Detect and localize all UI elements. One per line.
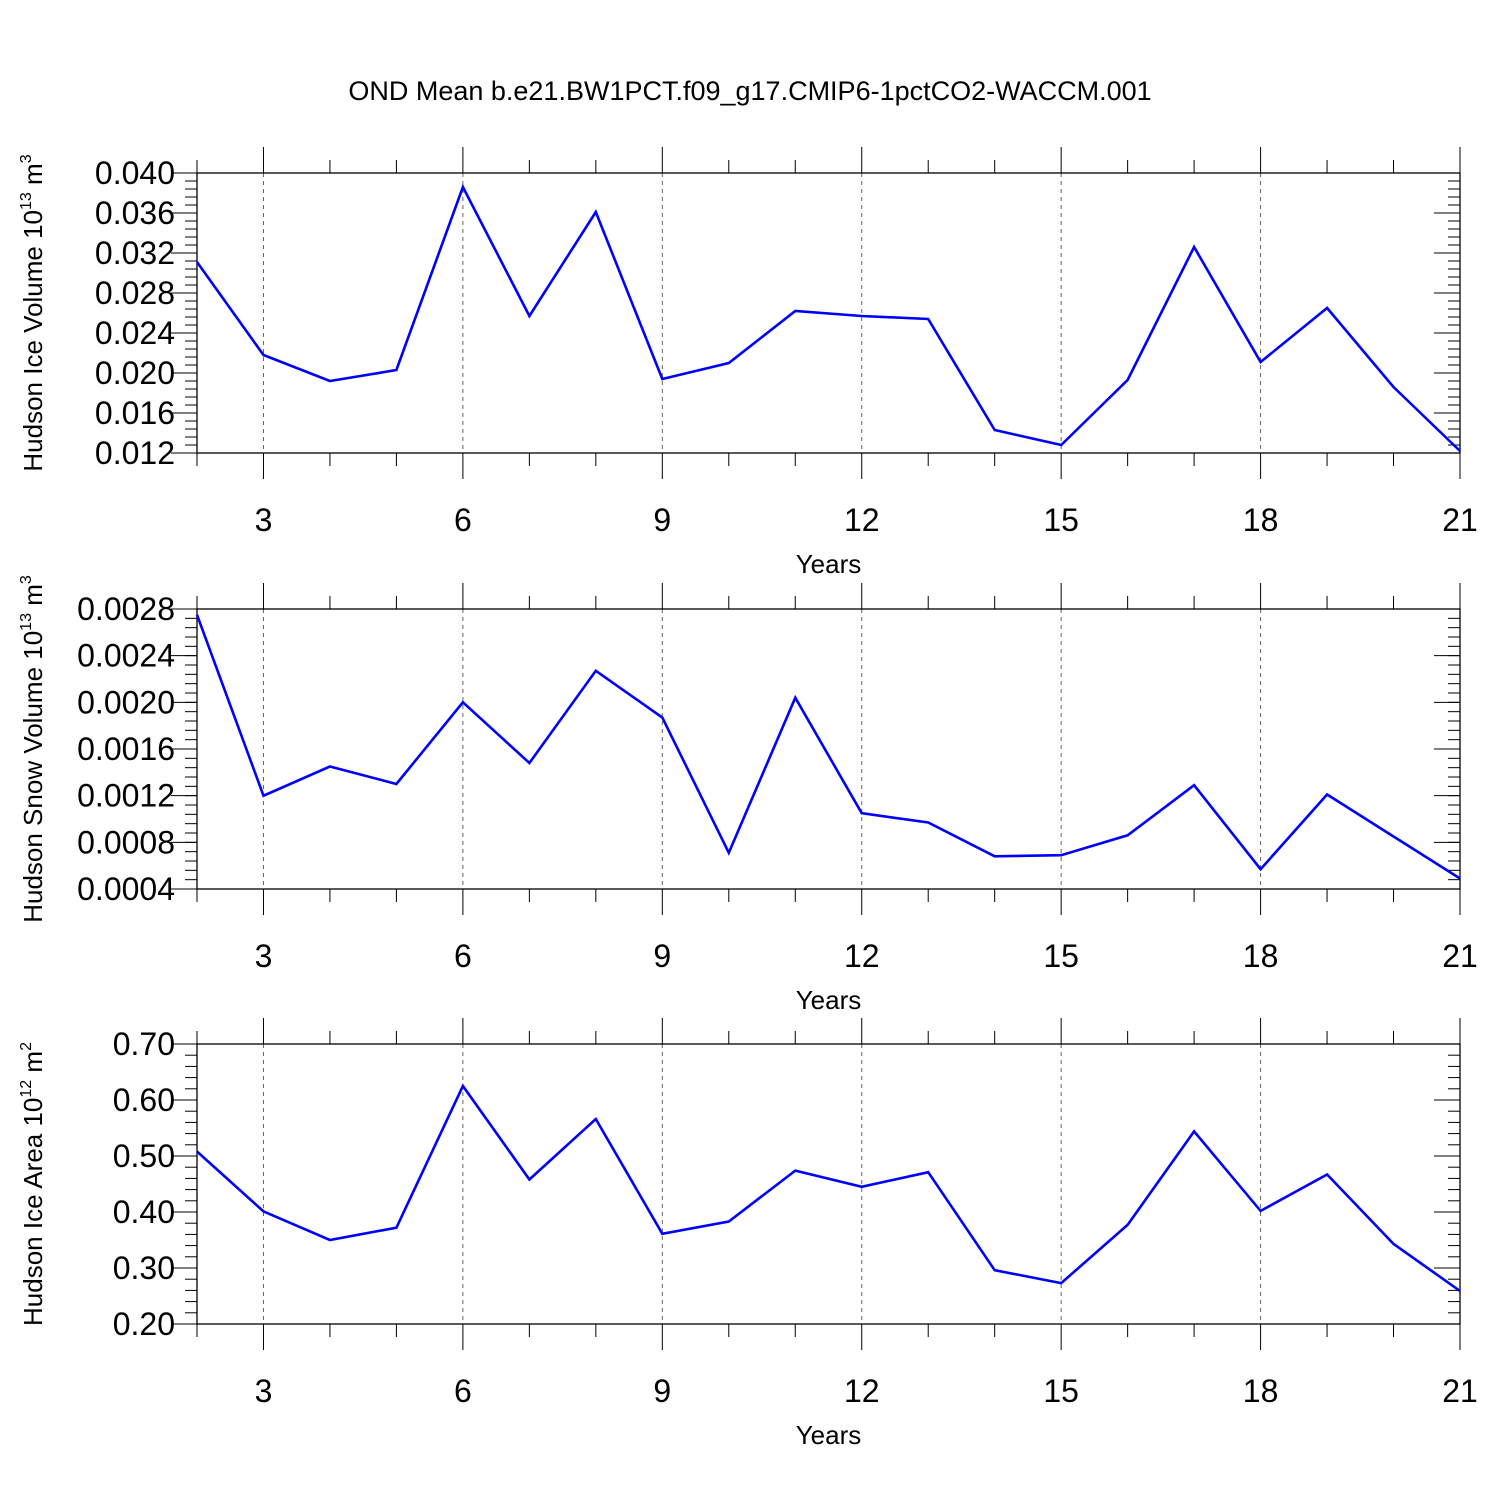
x-tick-label: 18 [1243,1373,1279,1409]
x-tick-label: 21 [1442,502,1478,538]
x-tick-label: 15 [1043,938,1079,974]
x-tick-label: 18 [1243,938,1279,974]
y-axis-label: Hudson Snow Volume 1013 m3 [18,575,48,923]
y-tick-label: 0.0028 [77,591,175,627]
y-tick-label: 0.012 [95,435,175,471]
x-axis-label: Years [796,985,862,1015]
x-tick-label: 12 [844,1373,880,1409]
chart-panel-2: 3 6 9 12 15 18 21 0.0004 0.0008 0.0012 0.0016 0.002… [18,575,1478,1015]
x-tick-label: 12 [844,502,880,538]
chart-panel-3: 3 6 9 12 15 18 21 0.20 0.30 0.40 0.50 0.60 0.70 Years… [18,1018,1478,1450]
y-tick-label: 0.20 [113,1306,175,1342]
plot-frame [196,1043,1461,1325]
y-tick-label: 0.016 [95,395,175,431]
chart-panels: 3 6 9 12 15 18 21 0.012 0.016 0.020 0.024 0.028 0.03… [18,147,1478,1450]
y-tick-label: 0.028 [95,275,175,311]
chart-panel-1: 3 6 9 12 15 18 21 0.012 0.016 0.020 0.024 0.028 0.03… [18,147,1478,579]
chart-title: OND Mean b.e21.BW1PCT.f09_g17.CMIP6-1pct… [348,76,1151,106]
y-axis-label: Hudson Ice Area 1012 m2 [18,1042,48,1326]
y-tick-label: 0.0008 [77,824,175,860]
y-tick-label: 0.0020 [77,684,175,720]
x-tick-label: 3 [255,938,273,974]
x-tick-label: 3 [255,502,273,538]
y-tick-label: 0.0004 [77,871,175,907]
y-tick-label: 0.50 [113,1138,175,1174]
y-tick-label: 0.30 [113,1250,175,1286]
x-tick-label: 15 [1043,1373,1079,1409]
y-tick-label: 0.020 [95,355,175,391]
plot-frame [196,608,1461,890]
y-tick-label: 0.0016 [77,731,175,767]
x-axis-label: Years [796,549,862,579]
x-tick-label: 9 [653,502,671,538]
x-tick-label: 6 [454,1373,472,1409]
y-axis-label: Hudson Ice Volume 1013 m3 [18,154,48,471]
series-line [195,183,1461,452]
y-tick-label: 0.40 [113,1194,175,1230]
x-tick-label: 9 [653,1373,671,1409]
x-tick-label: 6 [454,502,472,538]
y-tick-label: 0.040 [95,155,175,191]
series-line [195,614,1461,880]
x-tick-label: 21 [1442,938,1478,974]
x-tick-label: 3 [255,1373,273,1409]
y-tick-label: 0.0024 [77,638,175,674]
y-tick-label: 0.60 [113,1082,175,1118]
x-tick-label: 6 [454,938,472,974]
x-tick-label: 12 [844,938,880,974]
y-tick-label: 0.024 [95,315,175,351]
y-tick-label: 0.032 [95,235,175,271]
y-tick-label: 0.70 [113,1026,175,1062]
x-axis-label: Years [796,1420,862,1450]
x-tick-label: 15 [1043,502,1079,538]
series-line [196,1083,1461,1293]
y-tick-label: 0.0012 [77,778,175,814]
x-tick-label: 9 [653,938,671,974]
x-tick-label: 21 [1442,1373,1478,1409]
x-tick-label: 18 [1243,502,1279,538]
plot-frame [196,172,1461,454]
y-tick-label: 0.036 [95,195,175,231]
